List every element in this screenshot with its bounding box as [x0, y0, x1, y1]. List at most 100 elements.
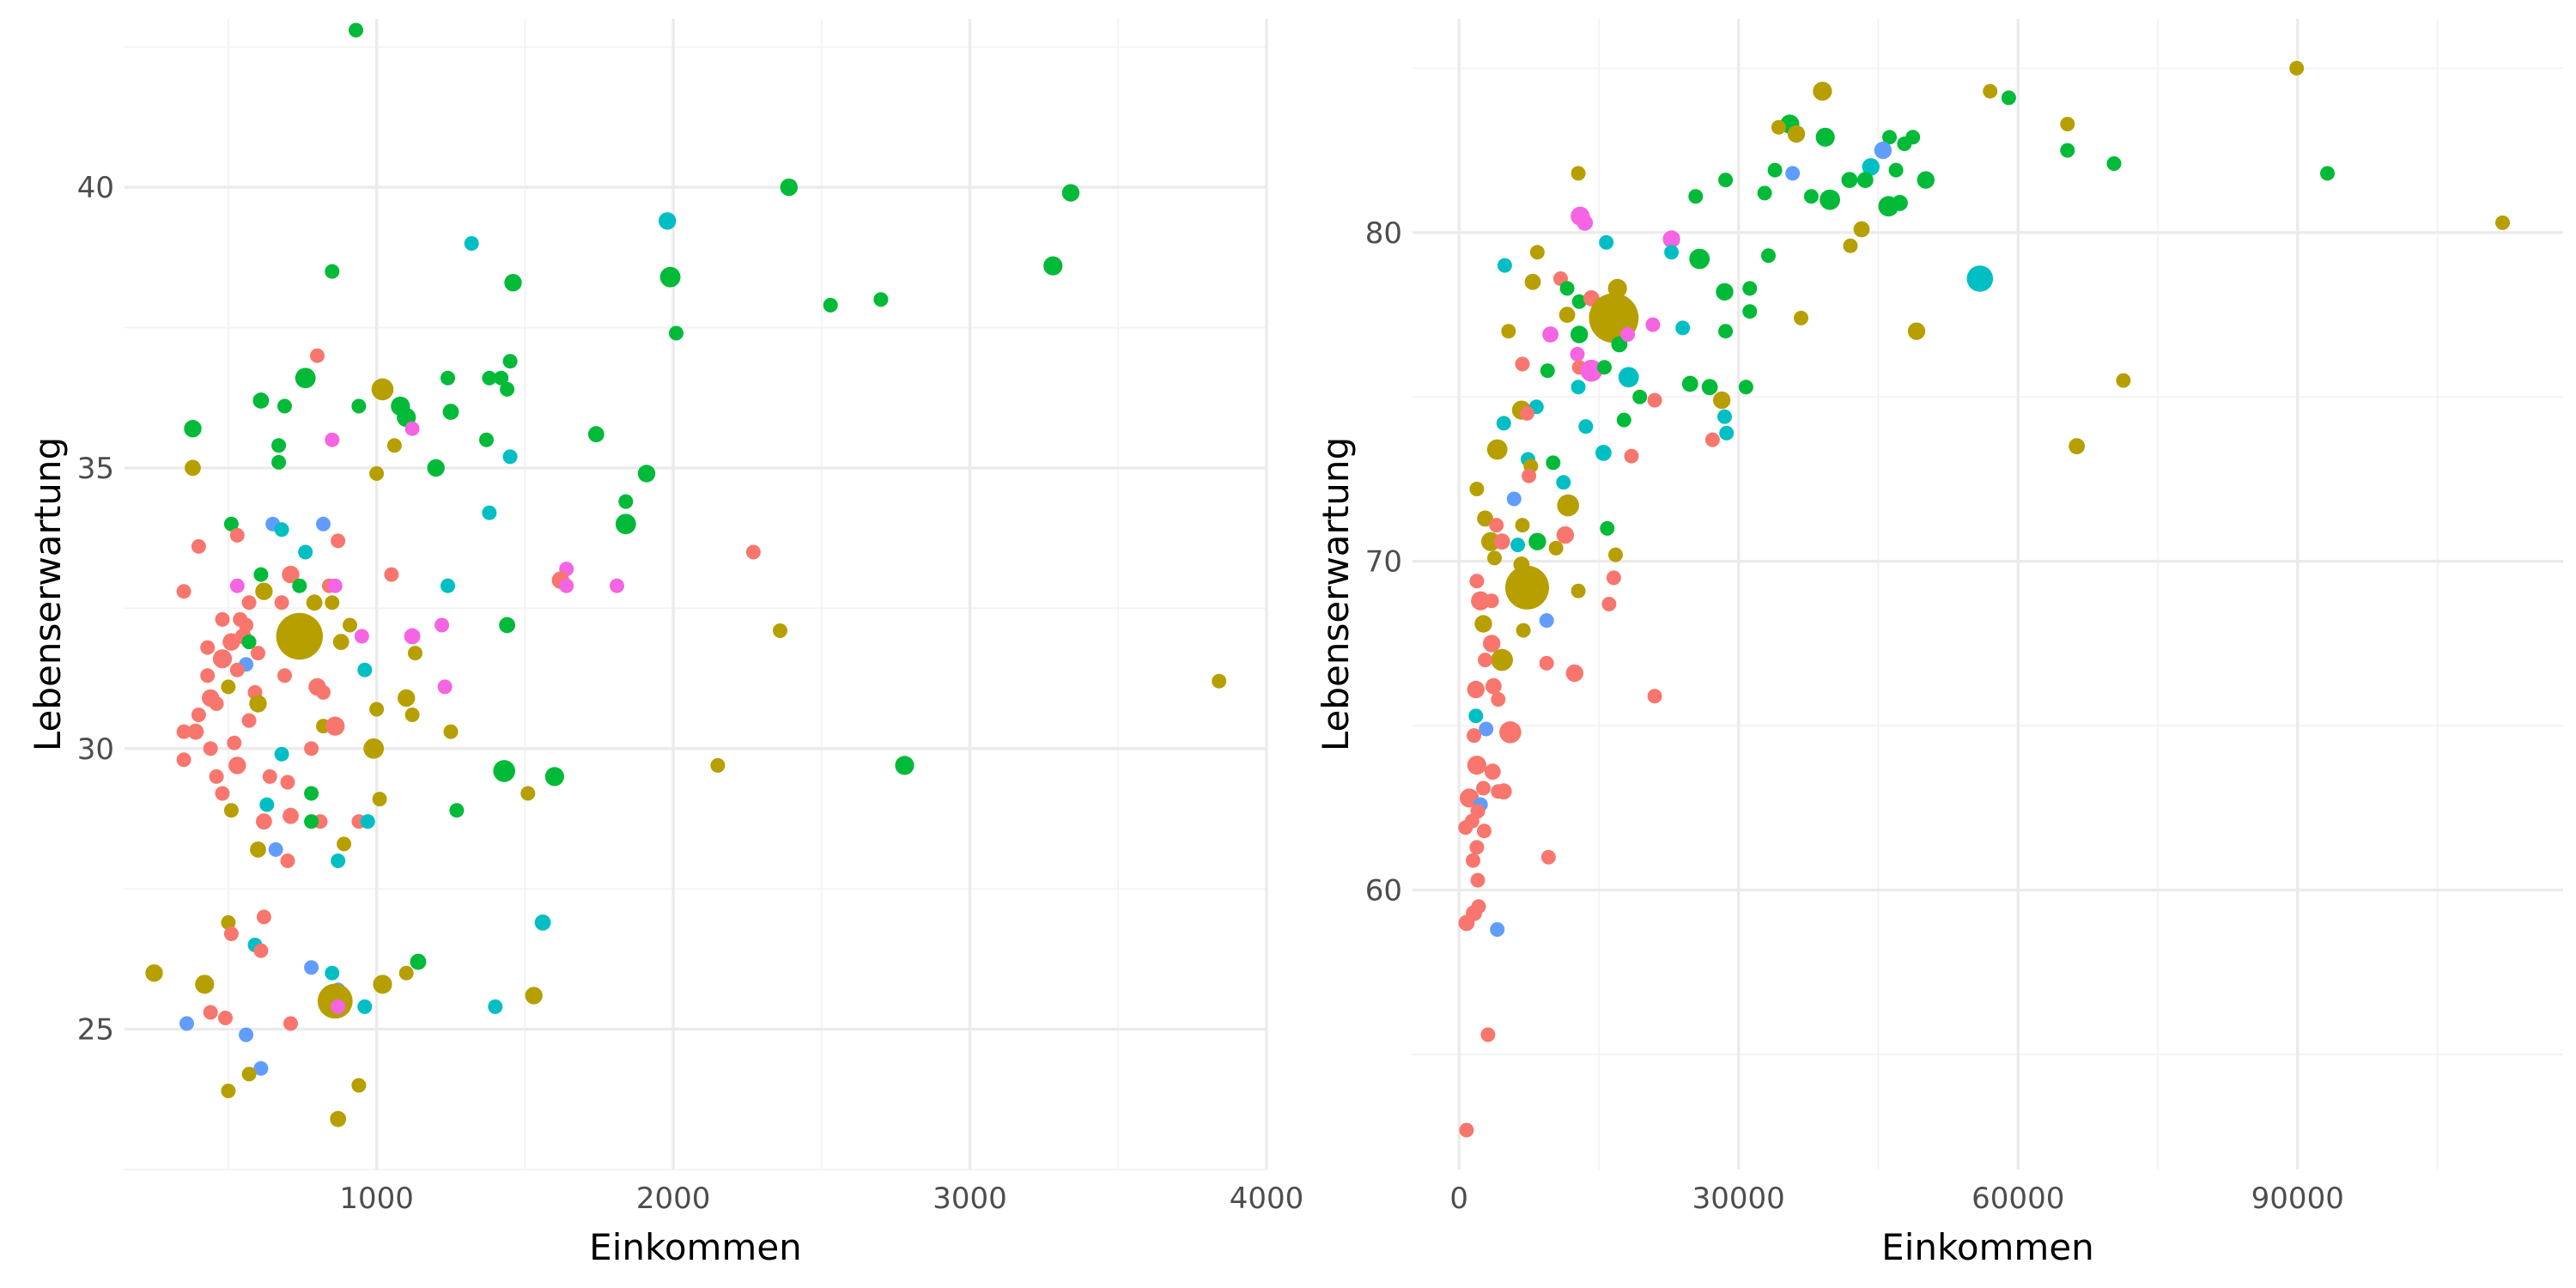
scatter-point: [1470, 872, 1485, 888]
scatter-point: [464, 236, 479, 251]
right-scatter-panel: 0 30000 60000 90000 60 70 80 Einkommen Lebenserw…: [1315, 19, 2563, 1268]
scatter-point: [250, 841, 266, 858]
scatter-point: [259, 797, 275, 812]
scatter-point: [1466, 853, 1480, 868]
scatter-point: [331, 533, 346, 549]
scatter-point: [1559, 281, 1575, 296]
scatter-point: [349, 22, 363, 38]
scatter-point: [1556, 475, 1571, 490]
scatter-point: [398, 689, 416, 708]
scatter-point: [241, 635, 257, 650]
scatter-point: [212, 649, 233, 669]
scatter-point: [2060, 143, 2075, 158]
scatter-point: [1529, 245, 1545, 260]
scatter-point: [773, 623, 787, 638]
scatter-point: [1578, 419, 1594, 434]
scatter-point: [176, 724, 191, 739]
scatter-point: [1490, 922, 1505, 937]
scatter-point: [218, 1011, 233, 1025]
scatter-point: [1522, 468, 1537, 483]
scatter-point: [1632, 389, 1648, 404]
scatter-point: [1484, 593, 1499, 609]
scatter-point: [223, 516, 239, 532]
scatter-point: [369, 702, 385, 717]
scatter-point: [1469, 482, 1485, 496]
scatter-point: [440, 370, 455, 386]
scatter-point: [251, 646, 265, 661]
scatter-point: [191, 538, 206, 554]
scatter-point: [659, 212, 677, 230]
scatter-point: [221, 679, 236, 695]
scatter-point: [1515, 356, 1530, 372]
scatter-point: [363, 738, 385, 759]
scatter-point: [1882, 130, 1897, 145]
x-tick-label: 3000: [933, 1182, 1007, 1216]
scatter-point: [332, 634, 349, 650]
scatter-point: [404, 421, 420, 436]
y-axis-title: Lebenserwartung: [1315, 437, 1357, 751]
scatter-point: [1608, 547, 1623, 562]
scatter-point: [215, 611, 230, 627]
scatter-point: [2289, 60, 2305, 76]
scatter-point: [1907, 322, 1926, 340]
scatter-point: [1468, 708, 1484, 724]
scatter-point: [2001, 90, 2016, 106]
scatter-point: [253, 567, 269, 582]
left-scatter-panel: 1000 2000 3000 4000 25 30 35 40 Einkommen Lebense…: [27, 19, 1303, 1268]
scatter-point: [482, 370, 497, 386]
scatter-point: [1558, 307, 1576, 323]
scatter-point: [1917, 171, 1935, 189]
scatter-point: [1548, 540, 1564, 556]
scatter-point: [331, 999, 346, 1014]
scatter-point: [587, 426, 605, 443]
scatter-point: [437, 679, 453, 695]
scatter-point: [504, 274, 522, 292]
scatter-point: [637, 465, 656, 483]
scatter-point: [1524, 273, 1541, 290]
scatter-point: [203, 741, 218, 756]
scatter-point: [1688, 189, 1704, 204]
scatter-point: [1616, 412, 1631, 428]
scatter-point: [2106, 156, 2122, 171]
scatter-point: [241, 595, 257, 611]
scatter-point: [1599, 234, 1614, 250]
scatter-point: [253, 943, 269, 958]
scatter-point: [449, 803, 465, 818]
scatter-point: [215, 786, 230, 801]
scatter-point: [1785, 166, 1801, 181]
scatter-point: [1477, 510, 1493, 527]
scatter-point: [1606, 570, 1621, 586]
scatter-point: [195, 975, 215, 994]
scatter-point: [337, 836, 352, 852]
scatter-point: [1483, 635, 1501, 653]
scatter-point: [298, 544, 313, 560]
scatter-point: [1571, 583, 1586, 598]
scatter-point: [200, 640, 216, 655]
scatter-point: [331, 854, 346, 868]
scatter-point: [1571, 380, 1586, 395]
x-axis-title: Einkommen: [1881, 1226, 2094, 1268]
scatter-point: [209, 696, 224, 711]
x-tick-label: 0: [1449, 1182, 1468, 1216]
scatter-point: [1713, 391, 1731, 410]
scatter-point: [221, 914, 236, 930]
scatter-point: [1704, 432, 1720, 447]
y-tick-label: 35: [77, 452, 114, 486]
scatter-point: [1539, 613, 1554, 629]
scatter-point: [325, 264, 340, 279]
scatter-point: [1983, 83, 1998, 99]
scatter-point: [209, 769, 224, 784]
x-tick-label: 2000: [636, 1182, 711, 1216]
scatter-point: [304, 960, 319, 975]
scatter-point: [823, 297, 838, 313]
scatter-point: [1815, 127, 1835, 147]
scatter-point: [1771, 119, 1786, 135]
x-axis-title: Einkommen: [589, 1226, 802, 1268]
scatter-point: [1546, 455, 1561, 471]
scatter-point: [1520, 405, 1534, 421]
scatter-point: [1662, 230, 1680, 248]
scatter-point: [1843, 238, 1858, 253]
scatter-point: [1476, 781, 1491, 796]
scatter-point: [384, 567, 399, 582]
scatter-point: [659, 266, 681, 288]
